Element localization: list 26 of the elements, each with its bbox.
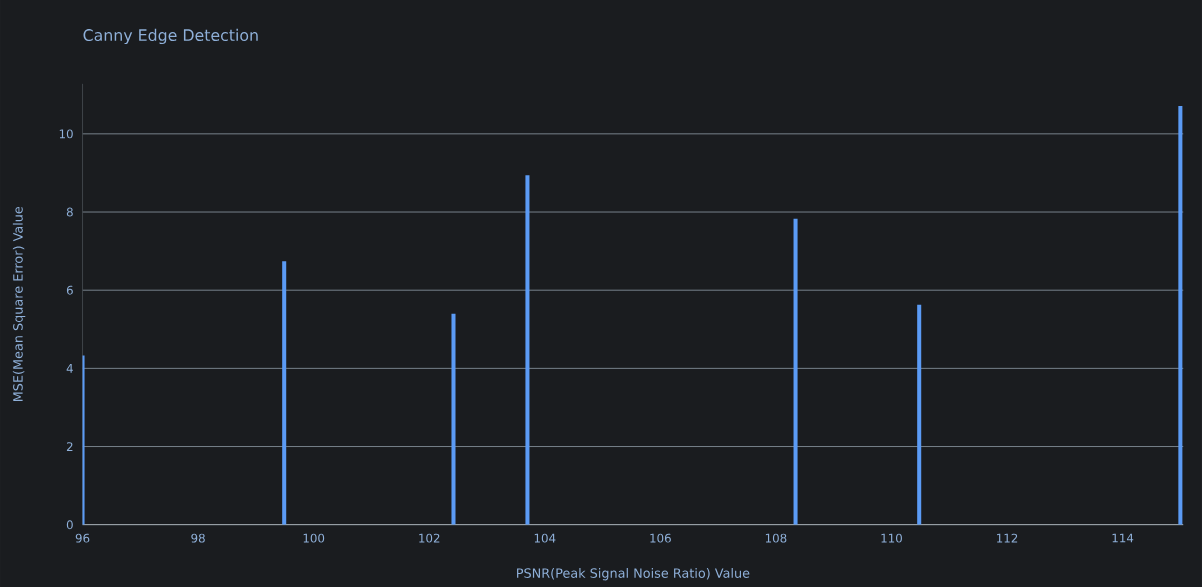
- bar: [451, 313, 456, 525]
- y-axis-title: MSE(Mean Square Error) Value: [12, 206, 26, 402]
- x-axis-title: PSNR(Peak Signal Noise Ratio) Value: [517, 568, 750, 581]
- bar: [793, 218, 798, 525]
- x-tick-label: 110: [881, 533, 902, 543]
- bar: [917, 304, 922, 525]
- y-tick-label: 8: [66, 207, 73, 217]
- y-tick-label: 2: [66, 442, 73, 451]
- y-tick-label: 6: [66, 285, 73, 295]
- bar: [1178, 106, 1183, 525]
- x-tick-label: 104: [534, 533, 556, 543]
- x-tick-label: 96: [75, 533, 90, 543]
- x-tick-label: 112: [997, 533, 1018, 543]
- bar: [525, 175, 530, 525]
- x-tick-label: 100: [303, 533, 325, 543]
- x-tick-label: 108: [765, 533, 787, 543]
- x-tick-label: 102: [419, 533, 440, 543]
- y-tick-label: 4: [66, 364, 73, 373]
- y-tick-label: 0: [66, 520, 73, 530]
- y-tick-label: 10: [59, 129, 73, 139]
- bar: [82, 355, 85, 525]
- x-tick-label: 98: [191, 533, 205, 543]
- x-tick-label: 114: [1112, 533, 1134, 543]
- bar: [282, 261, 287, 525]
- chart-title: Canny Edge Detection: [83, 28, 258, 45]
- x-tick-label: 106: [650, 533, 671, 543]
